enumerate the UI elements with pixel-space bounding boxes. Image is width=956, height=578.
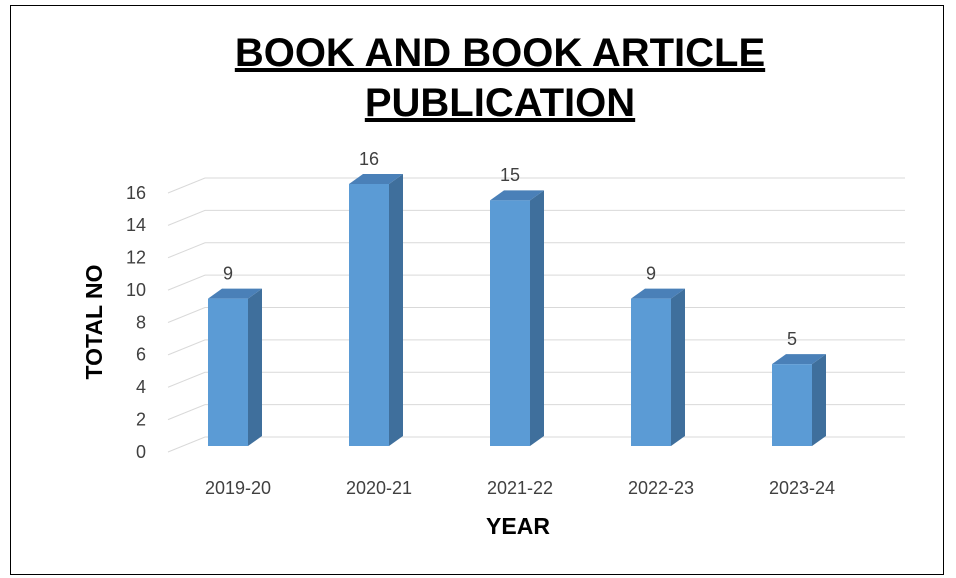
bar (349, 184, 389, 446)
y-tick-label: 10 (126, 280, 146, 300)
y-tick-label: 2 (136, 409, 146, 429)
y-axis-title: TOTAL NO (81, 265, 107, 380)
bar-side (248, 288, 262, 446)
y-tick-label: 16 (126, 183, 146, 203)
bar-side (671, 288, 685, 446)
y-tick-label: 6 (136, 345, 146, 365)
grid-line (167, 209, 905, 226)
y-tick-label: 4 (136, 377, 146, 397)
grid-line (167, 274, 905, 291)
bar-top (772, 354, 826, 365)
data-label: 16 (359, 149, 379, 169)
data-label: 9 (223, 263, 233, 283)
bar (490, 200, 530, 446)
bar-top (208, 288, 262, 299)
x-tick-label: 2023-24 (769, 478, 835, 498)
x-tick-label: 2021-22 (487, 478, 553, 498)
x-axis-title: YEAR (486, 513, 550, 539)
y-tick-label: 12 (126, 248, 146, 268)
bar (208, 298, 248, 446)
bar (631, 298, 671, 446)
grid-line (167, 242, 905, 259)
y-tick-label: 8 (136, 312, 146, 332)
x-tick-label: 2020-21 (346, 478, 412, 498)
y-tick-label: 0 (136, 442, 146, 462)
x-tick-label: 2022-23 (628, 478, 694, 498)
grid-line (167, 177, 905, 194)
chart-title: BOOK AND BOOK ARTICLE PUBLICATION (234, 31, 766, 125)
bar-side (389, 174, 403, 446)
data-label: 9 (646, 263, 656, 283)
bar (772, 364, 812, 446)
bar-side (530, 190, 544, 446)
y-tick-label: 14 (126, 215, 146, 235)
x-tick-label: 2019-20 (205, 478, 271, 498)
bar-top (490, 190, 544, 201)
frame (10, 5, 944, 575)
data-label: 5 (787, 329, 797, 349)
bar-side (812, 354, 826, 446)
data-label: 15 (500, 165, 520, 185)
bar-top (349, 174, 403, 184)
bar-top (631, 288, 685, 299)
